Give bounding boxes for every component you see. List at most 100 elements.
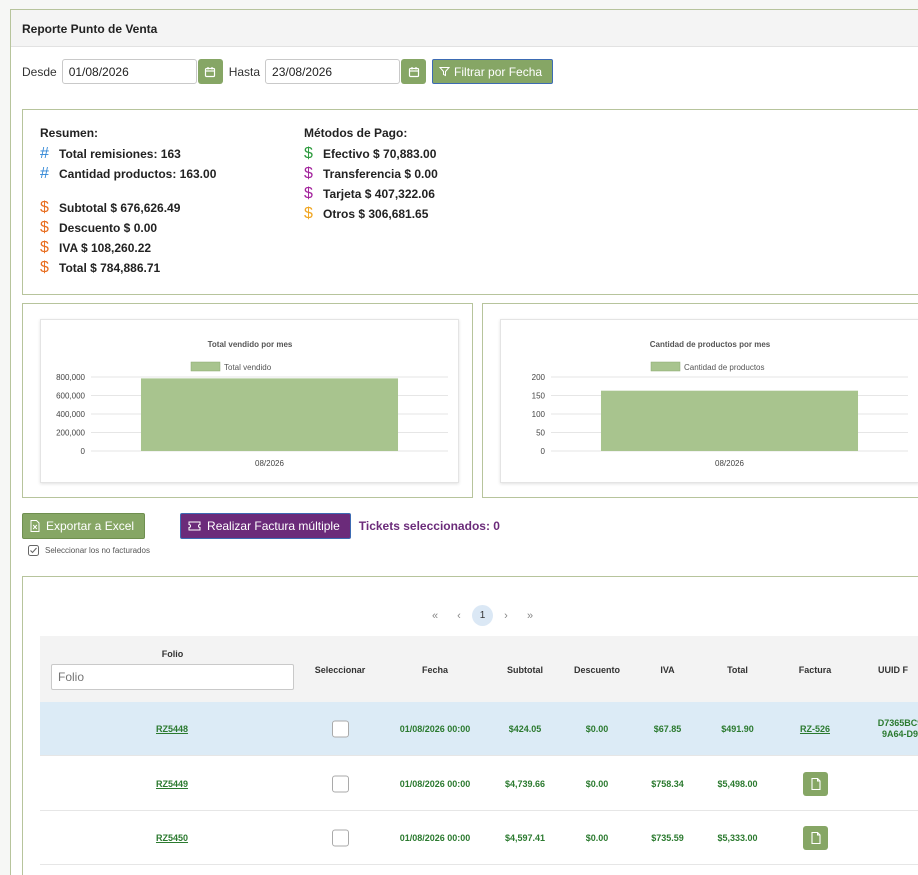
iva-cell: $758.34 [651, 778, 684, 789]
iva-cell: $735.59 [651, 832, 684, 843]
efectivo-value: Efectivo $ 70,883.00 [323, 147, 437, 161]
iva-row: $ IVA $ 108,260.22 [40, 238, 216, 258]
hasta-label: Hasta [228, 64, 261, 79]
dollar-icon: $ [40, 259, 49, 276]
folio-link[interactable]: RZ5450 [155, 832, 189, 843]
table-row[interactable]: RZ5448 01/08/2026 00:00 $424.05 $0.00 $6… [40, 702, 918, 756]
otros-row: $ Otros $ 306,681.65 [304, 204, 438, 224]
th-iva: IVA [660, 665, 675, 675]
export-excel-button[interactable]: Exportar a Excel [22, 513, 146, 539]
summary-card: Resumen: # Total remisiones: 163 # Cantida… [22, 109, 918, 295]
subtotal-cell: $4,597.41 [504, 832, 546, 843]
th-fecha: Fecha [421, 665, 448, 675]
factura-link[interactable]: RZ-526 [799, 723, 830, 734]
generate-invoice-button[interactable] [803, 825, 828, 850]
transferencia-row: $ Transferencia $ 0.00 [304, 164, 438, 184]
total-remisiones-value: Total remisiones: 163 [59, 147, 181, 161]
legend-swatch [190, 361, 221, 372]
th-folio: Folio [161, 649, 184, 659]
chart-cantidad-productos: Cantidad de productos por mes Cantidad de… [500, 319, 918, 483]
th-uuid: UUID F [878, 665, 908, 675]
dollar-icon: $ [304, 205, 313, 222]
chart-total-vendido: Total vendido por mes Total vendido 800,00… [40, 319, 459, 483]
page-next-button[interactable]: › [504, 609, 508, 622]
date-filter-bar: Desde Hasta Filtrar por Fecha [22, 59, 554, 84]
th-seleccionar: Seleccionar [314, 665, 366, 675]
folio-link[interactable]: RZ5448 [155, 723, 189, 734]
folio-link[interactable]: RZ5449 [155, 778, 189, 789]
fecha-cell: 01/08/2026 00:00 [399, 778, 471, 789]
iva-value: IVA $ 108,260.22 [59, 241, 152, 255]
chart-svg-cantidad-productos: Cantidad de productos por mes Cantidad de… [532, 340, 908, 468]
hasta-calendar-button[interactable] [401, 59, 427, 84]
hash-icon: # [40, 145, 49, 162]
excel-file-icon [30, 520, 40, 532]
checkbox-checked-icon [28, 545, 39, 556]
page-current-button[interactable]: 1 [472, 605, 493, 626]
otros-value: Otros $ 306,681.65 [323, 207, 429, 221]
table-row[interactable]: RZ5449 01/08/2026 00:00 $4,739.66 $0.00 … [40, 757, 918, 811]
descuento-cell: $0.00 [585, 832, 609, 843]
table-card: « ‹ 1 › » Folio Seleccionar Fecha Subtot… [22, 576, 918, 875]
total-row: $ Total $ 784,886.71 [40, 258, 216, 278]
page-first-button[interactable]: « [431, 609, 439, 622]
calendar-icon [205, 66, 216, 77]
y-tick-label: 150 [532, 392, 546, 401]
fecha-cell: 01/08/2026 00:00 [399, 832, 471, 843]
chart-svg-total-vendido: Total vendido por mes Total vendido 800,00… [56, 340, 448, 468]
table-row[interactable]: RZ5450 01/08/2026 00:00 $4,597.41 $0.00 … [40, 811, 918, 865]
desde-date-input[interactable] [61, 59, 197, 84]
y-tick-label: 50 [536, 429, 545, 438]
document-icon [810, 777, 821, 790]
th-descuento: Descuento [573, 665, 620, 675]
filter-by-date-label: Filtrar por Fecha [454, 64, 543, 79]
fecha-cell: 01/08/2026 00:00 [399, 723, 471, 734]
y-tick-label: 200,000 [56, 429, 85, 438]
tarjeta-value: Tarjeta $ 407,322.06 [323, 187, 435, 201]
subtotal-value: Subtotal $ 676,626.49 [59, 201, 181, 215]
table-header: Folio Seleccionar Fecha Subtotal Descuen… [40, 636, 918, 702]
row-select-checkbox[interactable] [332, 829, 349, 846]
descuento-cell: $0.00 [585, 723, 609, 734]
row-select-checkbox[interactable] [332, 775, 349, 792]
factura-multiple-button[interactable]: Realizar Factura múltiple [180, 513, 351, 539]
dollar-icon: $ [304, 145, 313, 162]
folio-filter-input[interactable] [51, 664, 294, 690]
subtotal-cell: $4,739.66 [504, 778, 546, 789]
no-facturados-label: Seleccionar los no facturados [45, 546, 150, 555]
metodos-pago-section: Métodos de Pago: $ Efectivo $ 70,883.00 $… [304, 126, 438, 224]
dollar-icon: $ [304, 185, 313, 202]
bar [140, 378, 399, 451]
y-tick-label: 600,000 [56, 392, 85, 401]
bar [600, 390, 859, 451]
calendar-icon [408, 66, 419, 77]
filter-by-date-button[interactable]: Filtrar por Fecha [432, 59, 554, 84]
th-subtotal: Subtotal [507, 665, 543, 675]
dollar-icon: $ [40, 199, 49, 216]
dollar-icon: $ [40, 239, 49, 256]
row-select-checkbox[interactable] [332, 720, 349, 737]
total-value: Total $ 784,886.71 [59, 261, 161, 275]
page-prev-button[interactable]: ‹ [457, 609, 461, 622]
hasta-date-input[interactable] [265, 59, 401, 84]
tickets-selected-count: Tickets seleccionados: 0 [358, 519, 500, 533]
legend-label: Total vendido [224, 363, 272, 372]
document-icon [810, 831, 821, 844]
metodos-title: Métodos de Pago: [304, 126, 408, 140]
generate-invoice-button[interactable] [803, 771, 828, 796]
cantidad-productos-value: Cantidad productos: 163.00 [59, 167, 217, 181]
uuid-line-1: D7365BC9 [877, 717, 918, 728]
chart-title: Cantidad de productos por mes [650, 340, 771, 349]
y-tick-label: 0 [541, 447, 546, 456]
no-facturados-toggle[interactable]: Seleccionar los no facturados [28, 545, 150, 556]
chart-card-cantidad-productos: Cantidad de productos por mes Cantidad de… [482, 303, 918, 498]
desde-calendar-button[interactable] [197, 59, 223, 84]
total-cell: $5,333.00 [717, 832, 758, 843]
x-tick-label: 08/2026 [715, 459, 744, 468]
dollar-icon: $ [304, 165, 313, 182]
efectivo-row: $ Efectivo $ 70,883.00 [304, 144, 438, 164]
subtotal-row: $ Subtotal $ 676,626.49 [40, 198, 216, 218]
page-last-button[interactable]: » [526, 609, 534, 622]
uuid-cell: D7365BC9 9A64-D9 [860, 718, 918, 740]
factura-multiple-label: Realizar Factura múltiple [207, 519, 340, 533]
